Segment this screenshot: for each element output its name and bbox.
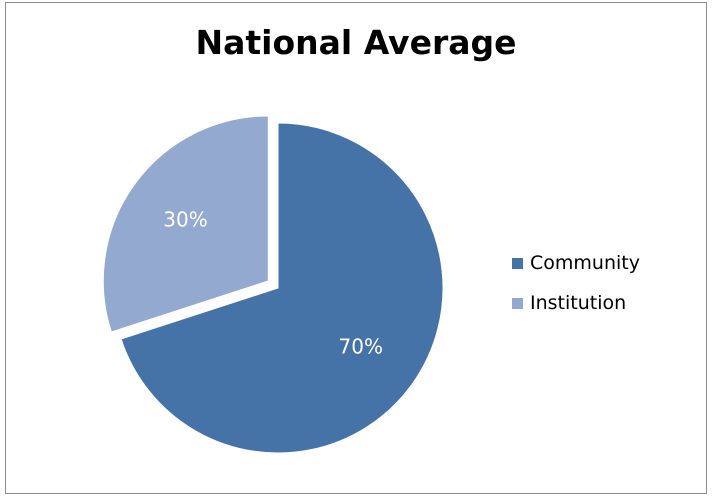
pie-labels: 70% 30% xyxy=(163,207,383,358)
data-label-community: 70% xyxy=(339,335,383,359)
legend-item-community: Community xyxy=(512,252,640,274)
data-label-institution: 30% xyxy=(163,207,207,231)
chart-area: National Average 70% 30% Community Instit… xyxy=(5,2,707,494)
pie-slice-institution xyxy=(102,115,269,333)
pie-slices xyxy=(102,115,444,454)
legend: Community Institution xyxy=(512,252,640,333)
pie-chart: 70% 30% xyxy=(102,115,444,454)
legend-label-institution: Institution xyxy=(530,292,627,314)
legend-swatch-community xyxy=(512,257,523,269)
legend-label-community: Community xyxy=(530,252,640,274)
pie-slice-community xyxy=(120,122,444,454)
legend-item-institution: Institution xyxy=(512,292,640,314)
chart-title: National Average xyxy=(195,23,517,62)
legend-swatch-institution xyxy=(512,297,523,309)
